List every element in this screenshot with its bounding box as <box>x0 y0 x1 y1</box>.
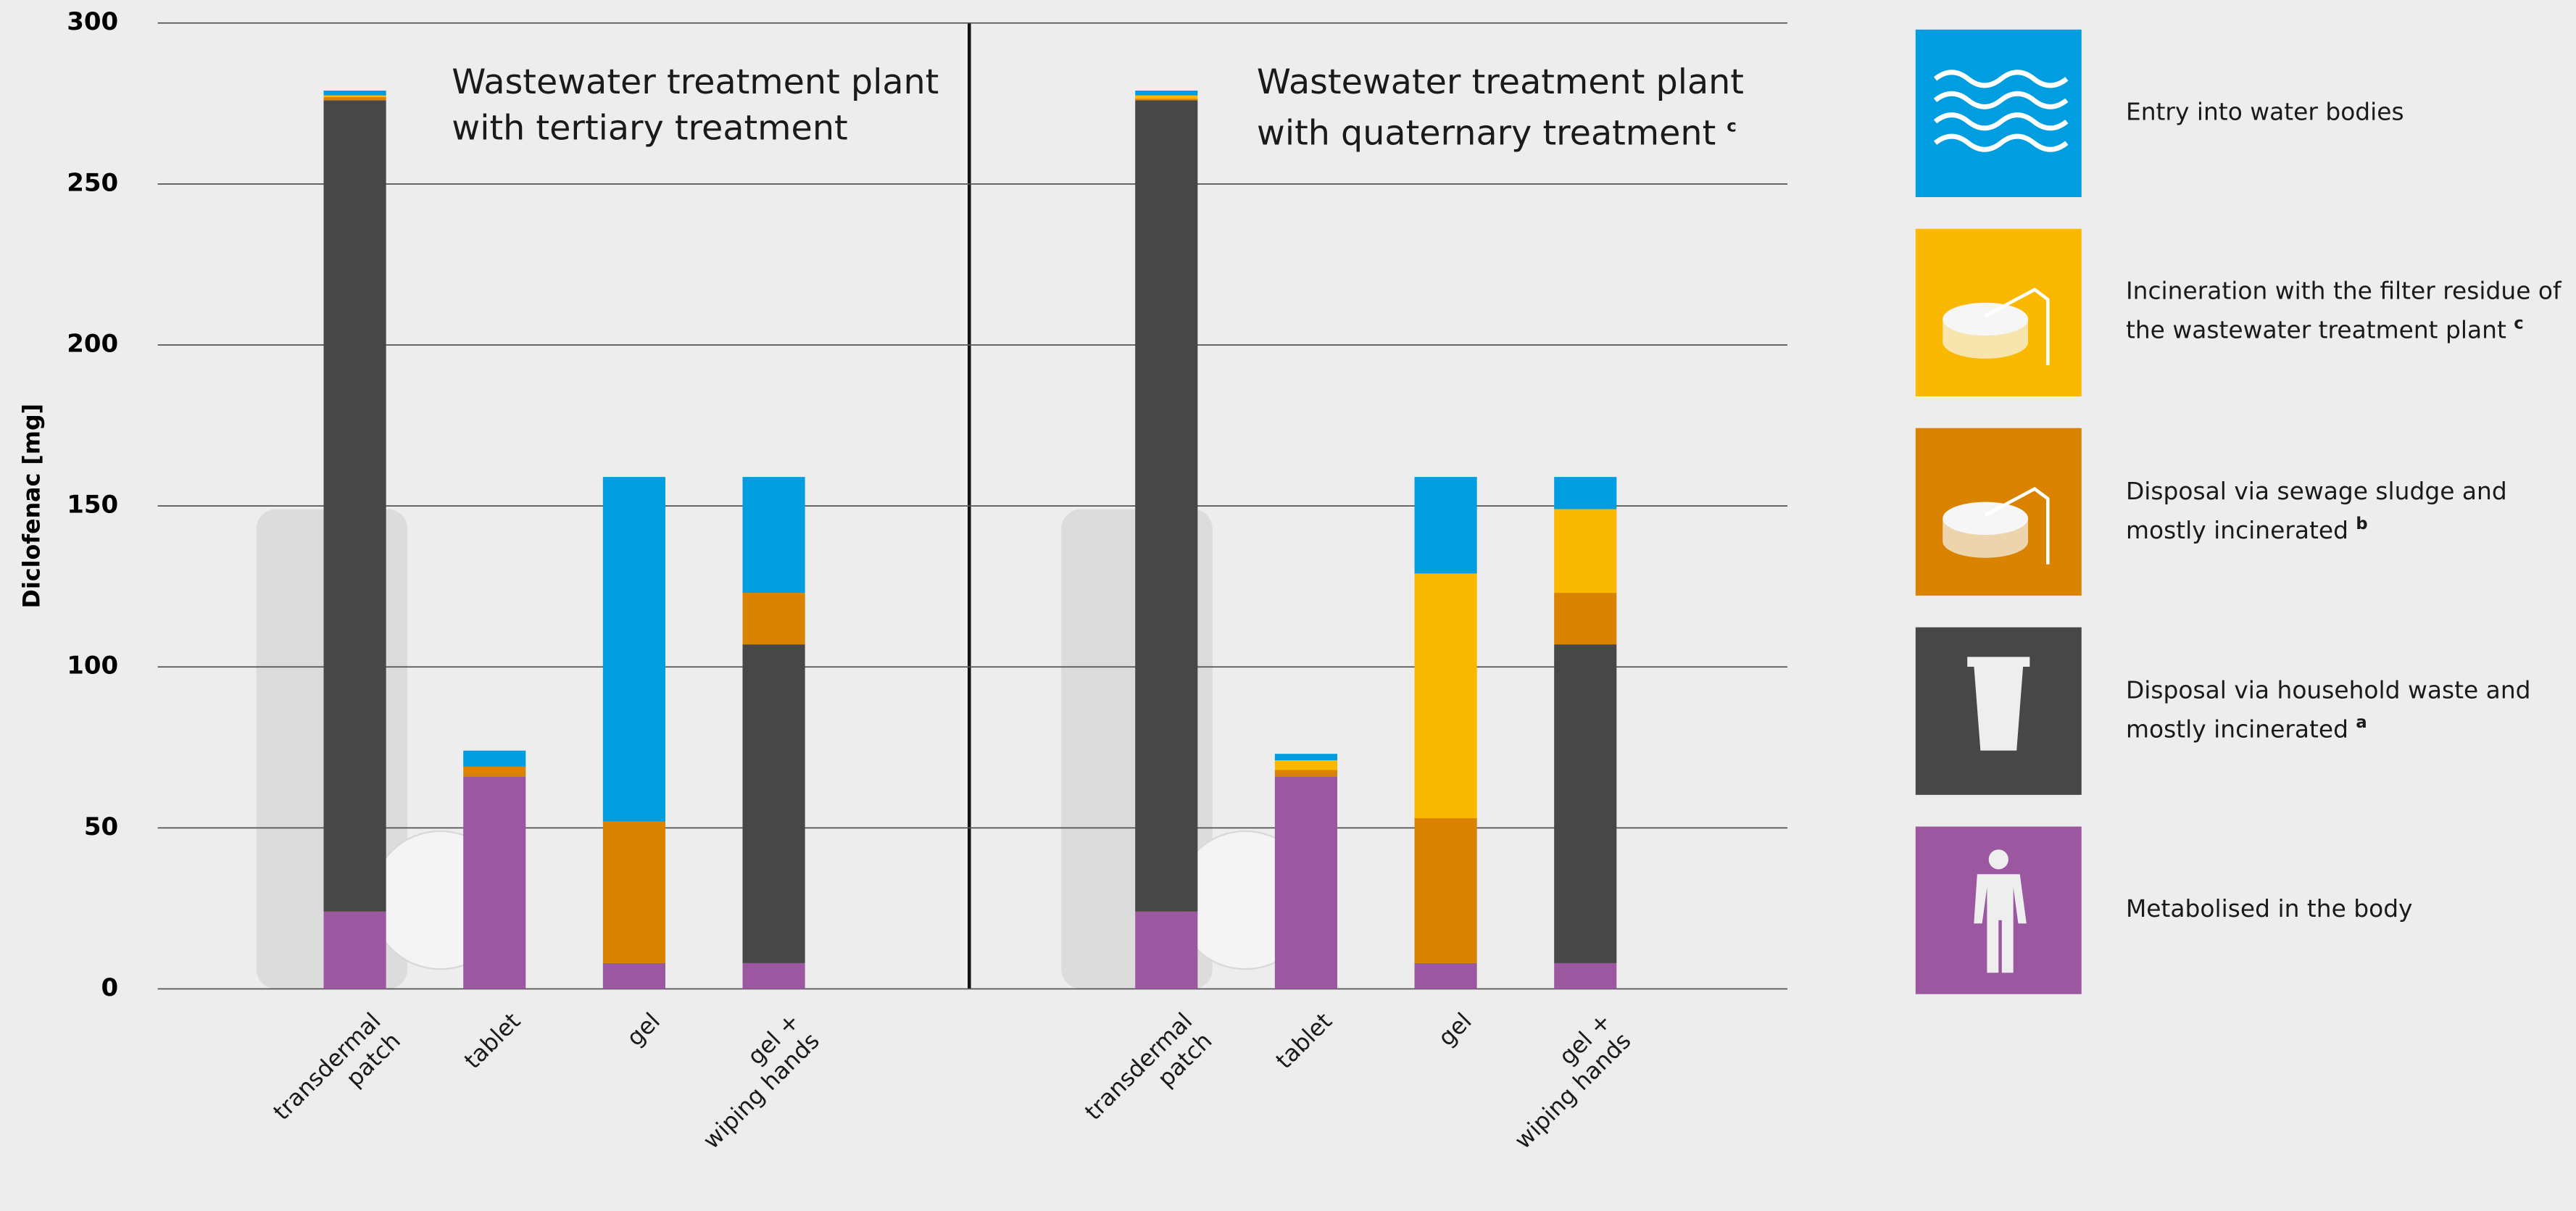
stage: Diclofenac [mg] 0 50 100 150 200 250 300 Waste… <box>0 0 2576 1144</box>
page: Diclofenac [mg] 0 50 100 150 200 250 300 Waste… <box>0 0 2576 1144</box>
bar-segment <box>324 97 386 100</box>
bar-segment <box>1554 963 1616 989</box>
bar-segment <box>742 593 805 644</box>
bar-segment <box>1135 91 1197 96</box>
y-tick-label: 50 <box>84 812 118 841</box>
bar-segment <box>1415 573 1477 818</box>
bar-segment <box>1275 770 1337 776</box>
bar-segment <box>1415 963 1477 989</box>
bar-segment <box>1275 754 1337 760</box>
bar-segment <box>1554 593 1616 644</box>
bar-segment <box>1135 100 1197 912</box>
legend-text: Disposal via sewage sludge and mostly in… <box>2126 479 2507 544</box>
legend-label: Incineration with the filter residue of … <box>2126 277 2566 349</box>
bar-segment <box>1135 96 1197 99</box>
legend-entry: Metabolised in the body <box>2126 878 2566 944</box>
y-tick-label: 0 <box>101 973 119 1002</box>
footnote-mark: a <box>2356 715 2367 733</box>
legend-label: Disposal via sewage sludge and mostly in… <box>2126 476 2566 548</box>
bar-segment <box>1415 818 1477 963</box>
panel-title-text: Wastewater treatment plant with tertiary… <box>452 62 939 148</box>
legend-icon <box>1967 657 2029 667</box>
footnote-mark: c <box>1727 118 1736 136</box>
legend-icon <box>1943 319 2028 358</box>
bar-segment <box>742 477 805 593</box>
legend-text: Metabolised in the body <box>2126 897 2413 923</box>
legend-entry: Entry into water bodies <box>2126 80 2566 146</box>
bar-segment <box>1415 477 1477 573</box>
legend-text: Incineration with the filter residue of … <box>2126 280 2562 345</box>
panel-title: Wastewater treatment plant with quaterna… <box>1257 59 1750 157</box>
bar-segment <box>603 821 665 962</box>
legend-entry: Disposal via sewage sludge and mostly in… <box>2126 479 2566 545</box>
bar-segment <box>324 100 386 912</box>
bar-segment <box>324 96 386 97</box>
chart: Diclofenac [mg] 0 50 100 150 200 250 300 <box>0 0 2576 1144</box>
bar-segment <box>324 912 386 989</box>
bar-segment <box>463 751 525 767</box>
y-tick-label: 300 <box>67 7 118 36</box>
y-tick-label: 150 <box>67 491 118 520</box>
bar-segment <box>463 767 525 776</box>
bar-segment <box>1554 477 1616 509</box>
y-tick-label: 200 <box>67 329 118 358</box>
bar-segment <box>1135 912 1197 989</box>
footnote-mark: b <box>2356 515 2367 533</box>
bar-segment <box>742 963 805 989</box>
bar-segment <box>1135 99 1197 100</box>
legend-text: Entry into water bodies <box>2126 100 2404 126</box>
legend-label: Entry into water bodies <box>2126 97 2404 130</box>
bar-segment <box>1554 644 1616 963</box>
bar-segment <box>1275 760 1337 770</box>
legend-label: Disposal via household waste and mostly … <box>2126 675 2566 747</box>
legend-swatch <box>1916 30 2082 197</box>
legend-entry: Disposal via household waste and mostly … <box>2126 678 2566 744</box>
bar-segment <box>1554 509 1616 594</box>
legend-text: Disposal via household waste and mostly … <box>2126 678 2531 744</box>
panel-title: Wastewater treatment plant with tertiary… <box>452 59 944 151</box>
bar-segment <box>463 776 525 989</box>
legend-entry: Incineration with the filter residue of … <box>2126 280 2566 346</box>
y-tick-label: 250 <box>67 168 118 197</box>
y-tick-label: 100 <box>67 652 118 681</box>
legend-icon <box>1974 665 2023 751</box>
bar-segment <box>1275 776 1337 989</box>
bar-segment <box>324 91 386 96</box>
legend-label: Metabolised in the body <box>2126 894 2413 926</box>
bar-segment <box>603 963 665 989</box>
panel-title-text: Wastewater treatment plant with quaterna… <box>1257 62 1744 153</box>
legend-icon <box>1943 518 2028 557</box>
bar-segment <box>603 477 665 821</box>
bar-segment <box>742 644 805 963</box>
y-axis-label: Diclofenac [mg] <box>19 404 45 609</box>
legend-icon <box>1989 849 2008 869</box>
footnote-mark: c <box>2514 316 2523 334</box>
